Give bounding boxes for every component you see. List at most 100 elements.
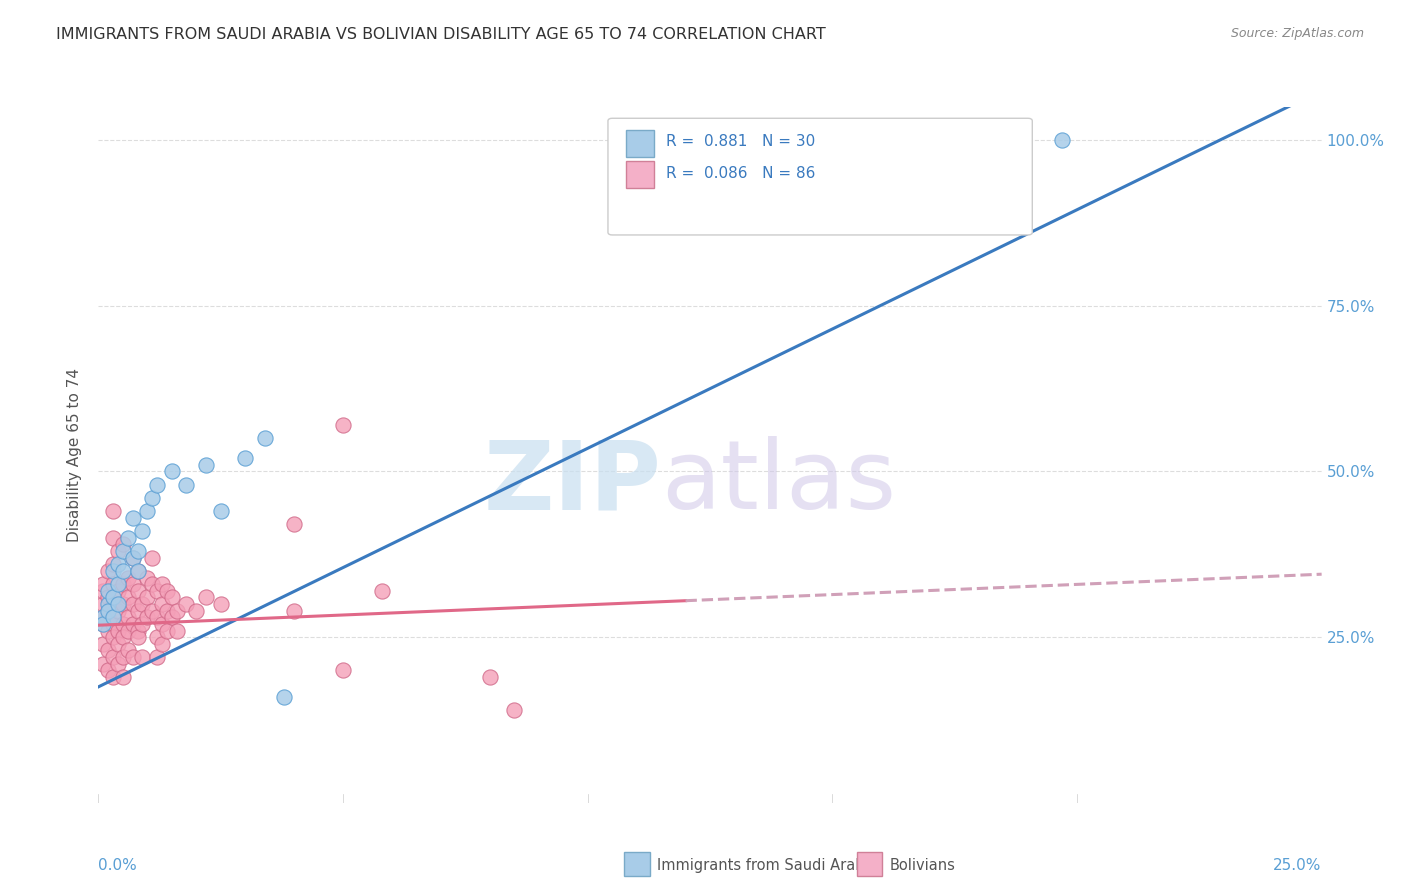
Point [136, 504, 159, 518]
Text: 25.0%: 25.0% [1274, 858, 1322, 872]
Point [131, 616, 153, 631]
Point [101, 616, 124, 631]
Point [503, 703, 526, 717]
Point [101, 591, 124, 605]
Text: IMMIGRANTS FROM SAUDI ARABIA VS BOLIVIAN DISABILITY AGE 65 TO 74 CORRELATION CHA: IMMIGRANTS FROM SAUDI ARABIA VS BOLIVIAN… [56, 27, 825, 42]
Point [209, 504, 232, 518]
Point [101, 504, 124, 518]
Point [107, 558, 129, 572]
Point [209, 597, 232, 611]
Point [478, 670, 501, 684]
Point [111, 630, 134, 644]
Point [91, 597, 114, 611]
Point [97, 610, 120, 624]
Point [117, 610, 139, 624]
Point [195, 458, 218, 472]
Point [127, 564, 149, 578]
Point [117, 531, 139, 545]
Point [111, 670, 134, 684]
Point [156, 583, 179, 598]
Point [253, 431, 276, 445]
Point [127, 630, 149, 644]
Point [127, 604, 149, 618]
Point [91, 616, 114, 631]
Point [117, 624, 139, 638]
Point [186, 604, 208, 618]
Point [160, 610, 183, 624]
Point [101, 577, 124, 591]
Point [97, 604, 120, 618]
Text: ZIP: ZIP [484, 436, 661, 529]
Point [332, 663, 354, 677]
Point [107, 583, 129, 598]
Point [160, 591, 183, 605]
Point [101, 670, 124, 684]
Point [127, 564, 149, 578]
Point [111, 597, 134, 611]
Point [117, 570, 139, 584]
Point [107, 577, 129, 591]
Point [146, 610, 169, 624]
Point [101, 597, 124, 611]
Point [91, 637, 114, 651]
Point [107, 544, 129, 558]
Point [121, 577, 143, 591]
Point [97, 663, 120, 677]
Point [101, 630, 124, 644]
Point [97, 604, 120, 618]
Point [111, 577, 134, 591]
Point [146, 477, 169, 491]
Point [101, 558, 124, 572]
Point [91, 610, 114, 624]
Point [371, 583, 394, 598]
Point [101, 650, 124, 665]
Point [127, 583, 149, 598]
Point [101, 610, 124, 624]
Point [91, 583, 114, 598]
Point [283, 604, 305, 618]
Point [150, 616, 173, 631]
Point [97, 624, 120, 638]
Point [121, 550, 143, 565]
Point [121, 650, 143, 665]
Point [117, 643, 139, 657]
Point [176, 597, 198, 611]
Point [127, 624, 149, 638]
Point [97, 564, 120, 578]
Point [141, 491, 163, 505]
Point [111, 544, 134, 558]
Point [141, 550, 163, 565]
Point [107, 604, 129, 618]
Point [121, 511, 143, 525]
Point [1052, 133, 1074, 147]
Point [136, 570, 159, 584]
Text: Source: ZipAtlas.com: Source: ZipAtlas.com [1230, 27, 1364, 40]
Point [97, 597, 120, 611]
Point [195, 591, 218, 605]
Point [107, 624, 129, 638]
Point [91, 577, 114, 591]
Text: Immigrants from Saudi Arabia: Immigrants from Saudi Arabia [657, 858, 877, 872]
Point [141, 577, 163, 591]
Point [136, 591, 159, 605]
Point [91, 616, 114, 631]
Point [131, 524, 153, 538]
Point [146, 583, 169, 598]
Point [233, 451, 256, 466]
Point [97, 591, 120, 605]
Text: atlas: atlas [661, 436, 896, 529]
Point [107, 637, 129, 651]
Point [332, 418, 354, 433]
Point [121, 597, 143, 611]
Point [150, 597, 173, 611]
Point [101, 531, 124, 545]
Point [111, 537, 134, 551]
Point [91, 610, 114, 624]
Point [111, 616, 134, 631]
Point [141, 604, 163, 618]
Point [101, 564, 124, 578]
Point [121, 550, 143, 565]
Point [131, 597, 153, 611]
Point [111, 564, 134, 578]
Point [160, 465, 183, 479]
